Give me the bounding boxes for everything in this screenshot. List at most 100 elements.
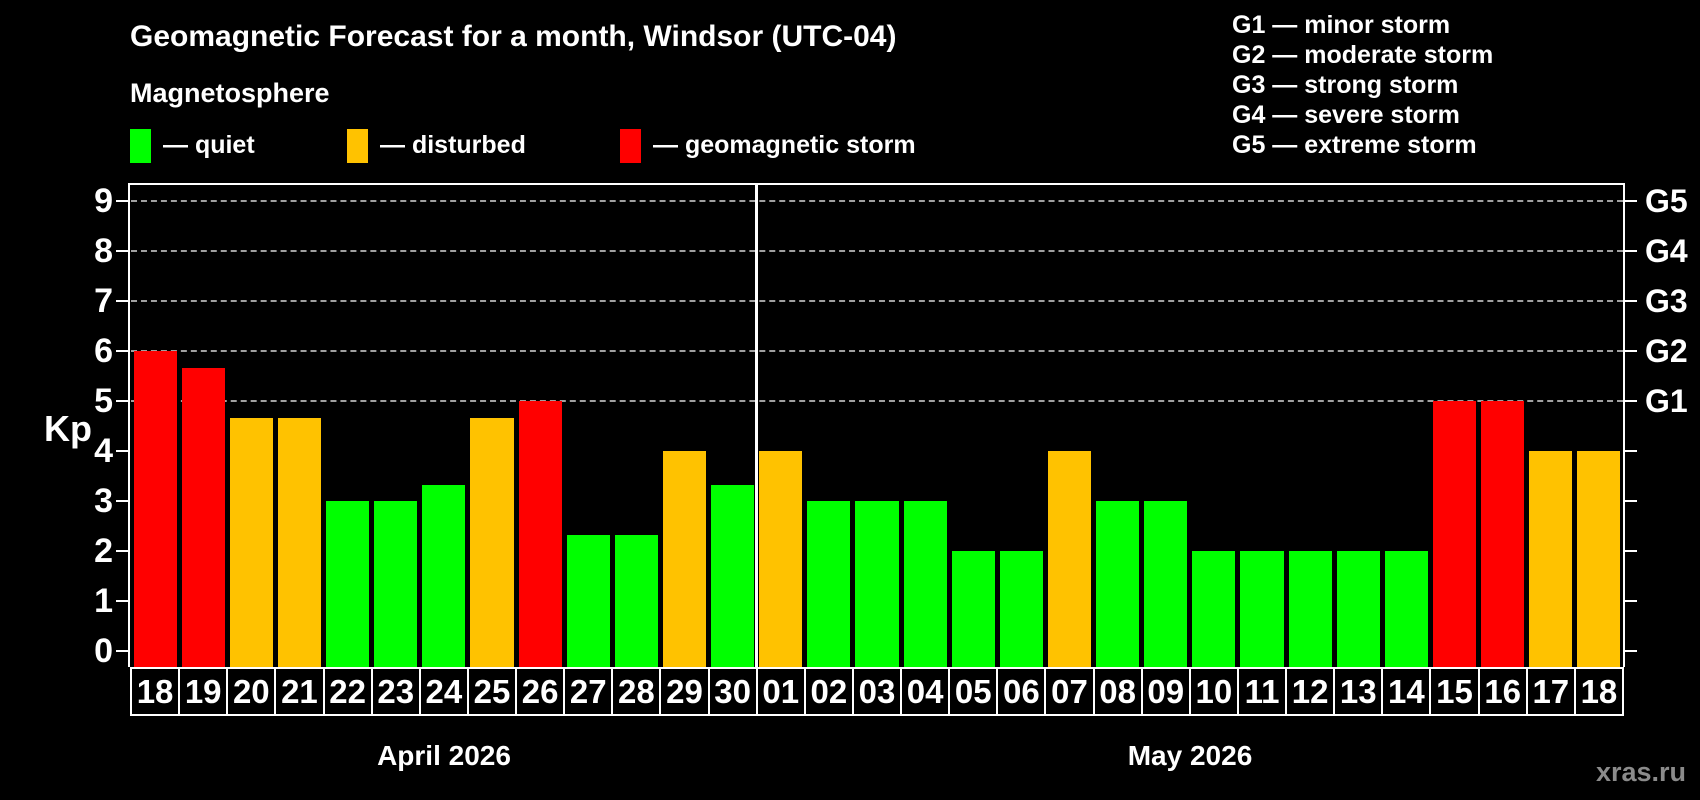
kp-bar-april-19 [181, 367, 225, 667]
right-tick-9 [1625, 200, 1637, 202]
y-tick-3 [116, 500, 128, 502]
g4-legend-line: G4 — severe storm [1232, 101, 1460, 129]
plot-top-border [128, 183, 1625, 185]
right-tick-0 [1625, 650, 1637, 652]
date-box-may-03: 03 [851, 667, 903, 716]
date-box-may-05: 05 [948, 667, 999, 716]
date-box-may-07: 07 [1044, 667, 1095, 716]
g-axis-label-g3: G3 [1645, 283, 1688, 319]
right-tick-3 [1625, 500, 1637, 502]
quiet-swatch-icon [130, 129, 151, 163]
date-box-may-17: 17 [1525, 667, 1576, 716]
kp-bar-april-26 [518, 401, 562, 667]
date-box-may-01: 01 [755, 667, 806, 716]
date-box-may-13: 13 [1333, 667, 1384, 716]
date-box-april-20: 20 [226, 667, 277, 716]
right-tick-5 [1625, 400, 1637, 402]
date-box-may-08: 08 [1092, 667, 1143, 716]
y-axis-line [128, 183, 130, 667]
y-tick-label-5: 5 [94, 382, 113, 420]
right-tick-6 [1625, 350, 1637, 352]
date-box-may-16: 16 [1477, 667, 1528, 716]
storm-swatch-icon [620, 129, 641, 163]
date-box-april-27: 27 [563, 667, 614, 716]
gridline-kp5 [131, 400, 1623, 402]
date-box-may-04: 04 [900, 667, 951, 716]
legend-label-storm: — geomagnetic storm [653, 131, 916, 159]
kp-bar-april-25 [470, 417, 514, 667]
y-tick-label-6: 6 [94, 332, 113, 370]
date-box-may-15: 15 [1429, 667, 1480, 716]
kp-bar-may-12 [1288, 551, 1332, 667]
y-tick-label-2: 2 [94, 532, 113, 570]
kp-bar-may-16 [1481, 401, 1525, 667]
g2-legend-line: G2 — moderate storm [1232, 41, 1494, 69]
gridline-kp7 [131, 300, 1623, 302]
date-box-april-18: 18 [130, 667, 181, 716]
right-tick-8 [1625, 250, 1637, 252]
g-axis-label-g1: G1 [1645, 383, 1688, 419]
kp-bar-may-11 [1240, 551, 1284, 667]
g-axis-label-g4: G4 [1645, 233, 1688, 269]
kp-bar-april-22 [326, 501, 370, 667]
y-tick-label-9: 9 [94, 182, 113, 220]
kp-bar-may-10 [1192, 551, 1236, 667]
y-tick-1 [116, 600, 128, 602]
gridline-kp9 [131, 200, 1623, 202]
kp-bar-april-28 [614, 534, 658, 667]
g3-legend-line: G3 — strong storm [1232, 71, 1459, 99]
kp-bar-may-18 [1577, 451, 1621, 667]
date-box-april-30: 30 [707, 667, 758, 716]
date-box-april-29: 29 [659, 667, 710, 716]
date-box-may-09: 09 [1140, 667, 1191, 716]
y-tick-label-0: 0 [94, 632, 113, 670]
date-box-may-18: 18 [1573, 667, 1624, 716]
y-tick-label-8: 8 [94, 232, 113, 270]
legend-label-disturbed: — disturbed [380, 131, 526, 159]
date-box-april-22: 22 [322, 667, 373, 716]
y-tick-7 [116, 300, 128, 302]
gridline-kp8 [131, 250, 1623, 252]
kp-bar-may-09 [1144, 501, 1188, 667]
date-box-april-28: 28 [611, 667, 662, 716]
date-box-may-10: 10 [1188, 667, 1239, 716]
date-box-april-25: 25 [466, 667, 518, 716]
month-divider-line [755, 184, 759, 667]
g-axis-label-g5: G5 [1645, 183, 1688, 219]
y-tick-8 [116, 250, 128, 252]
kp-bar-may-01 [759, 451, 803, 667]
g1-legend-line: G1 — minor storm [1232, 11, 1451, 39]
y-tick-label-7: 7 [94, 282, 113, 320]
magnetosphere-label: Magnetosphere [130, 78, 330, 108]
y-tick-2 [116, 550, 128, 552]
kp-bar-april-20 [229, 417, 273, 667]
date-box-may-12: 12 [1285, 667, 1336, 716]
kp-bar-may-07 [1047, 451, 1092, 667]
legend-item-storm: — geomagnetic storm [620, 128, 950, 164]
right-tick-7 [1625, 300, 1637, 302]
y-tick-5 [116, 400, 128, 402]
date-box-april-26: 26 [515, 667, 566, 716]
right-tick-4 [1625, 450, 1637, 452]
legend-item-disturbed: — disturbed [347, 128, 617, 164]
y-tick-label-4: 4 [94, 432, 113, 470]
y-tick-0 [116, 650, 128, 652]
date-box-april-21: 21 [274, 667, 325, 716]
date-box-may-02: 02 [803, 667, 854, 716]
right-axis-line [1623, 183, 1625, 667]
kp-bar-april-27 [566, 534, 610, 667]
disturbed-swatch-icon [347, 129, 368, 163]
g5-legend-line: G5 — extreme storm [1232, 131, 1477, 159]
month-label-may: May 2026 [1127, 740, 1253, 771]
kp-bar-may-15 [1432, 401, 1477, 667]
y-tick-label-3: 3 [94, 482, 113, 520]
page-title: Geomagnetic Forecast for a month, Windso… [130, 20, 897, 53]
kp-bar-april-23 [374, 501, 418, 667]
legend-item-quiet: — quiet [130, 128, 345, 164]
g-axis-label-g2: G2 [1645, 333, 1688, 369]
y-tick-label-1: 1 [94, 582, 113, 620]
y-axis-title: Kp [44, 408, 92, 449]
gridline-kp6 [131, 350, 1623, 352]
